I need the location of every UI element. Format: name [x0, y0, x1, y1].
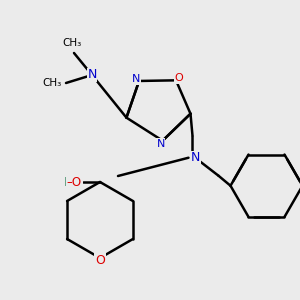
Text: CH₃: CH₃: [43, 78, 62, 88]
Text: N: N: [191, 151, 200, 164]
Text: O: O: [95, 254, 105, 266]
Text: H: H: [64, 176, 73, 188]
Text: N: N: [156, 139, 165, 149]
Text: CH₃: CH₃: [62, 38, 82, 48]
Text: N: N: [87, 68, 97, 82]
Text: N: N: [132, 74, 140, 84]
Text: –O: –O: [67, 176, 82, 188]
Text: O: O: [175, 73, 183, 83]
